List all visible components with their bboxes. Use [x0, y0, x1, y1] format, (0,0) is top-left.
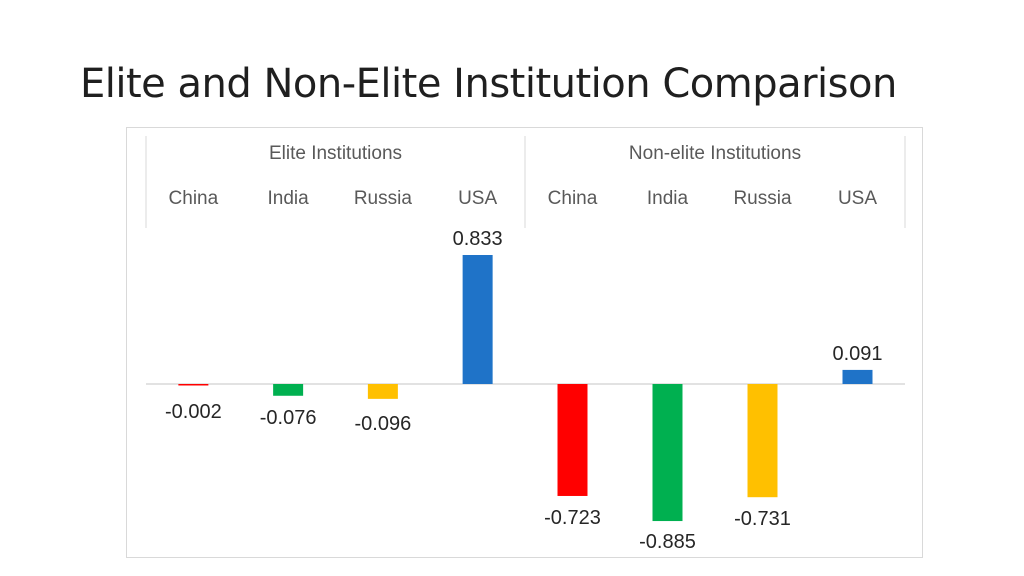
category-label-non-elite-institutions-russia: Russia — [733, 188, 792, 209]
category-label-elite-institutions-russia: Russia — [354, 188, 413, 209]
value-label-non-elite-institutions-india: -0.885 — [639, 531, 696, 553]
bar-elite-institutions-india — [273, 384, 304, 396]
slide-title: Elite and Non-Elite Institution Comparis… — [80, 61, 897, 107]
category-label-elite-institutions-india: India — [268, 188, 310, 209]
value-label-non-elite-institutions-usa: 0.091 — [832, 343, 882, 365]
category-label-non-elite-institutions-usa: USA — [838, 188, 877, 209]
bar-non-elite-institutions-russia — [747, 384, 778, 498]
value-label-non-elite-institutions-russia: -0.731 — [734, 508, 791, 530]
bar-non-elite-institutions-china — [557, 384, 588, 496]
category-label-elite-institutions-usa: USA — [458, 188, 497, 209]
category-label-non-elite-institutions-china: China — [548, 188, 598, 209]
bar-chart: Elite Institutions China -0.002 India -0.076… — [145, 136, 906, 553]
bar-elite-institutions-china — [178, 384, 209, 386]
group-label-non-elite-institutions: Non-elite Institutions — [629, 143, 801, 164]
value-label-non-elite-institutions-china: -0.723 — [544, 507, 601, 529]
group-label-elite-institutions: Elite Institutions — [269, 143, 402, 164]
chart-frame: Elite Institutions China -0.002 India -0.076… — [126, 127, 923, 558]
value-label-elite-institutions-india: -0.076 — [260, 407, 317, 429]
bar-non-elite-institutions-usa — [842, 369, 873, 384]
bar-non-elite-institutions-india — [652, 384, 683, 522]
bar-elite-institutions-usa — [462, 255, 493, 384]
value-label-elite-institutions-usa: 0.833 — [453, 228, 503, 250]
category-label-elite-institutions-china: China — [169, 188, 219, 209]
value-label-elite-institutions-china: -0.002 — [165, 401, 222, 423]
value-label-elite-institutions-russia: -0.096 — [355, 413, 412, 435]
category-label-non-elite-institutions-india: India — [647, 188, 689, 209]
bar-elite-institutions-russia — [367, 384, 398, 399]
